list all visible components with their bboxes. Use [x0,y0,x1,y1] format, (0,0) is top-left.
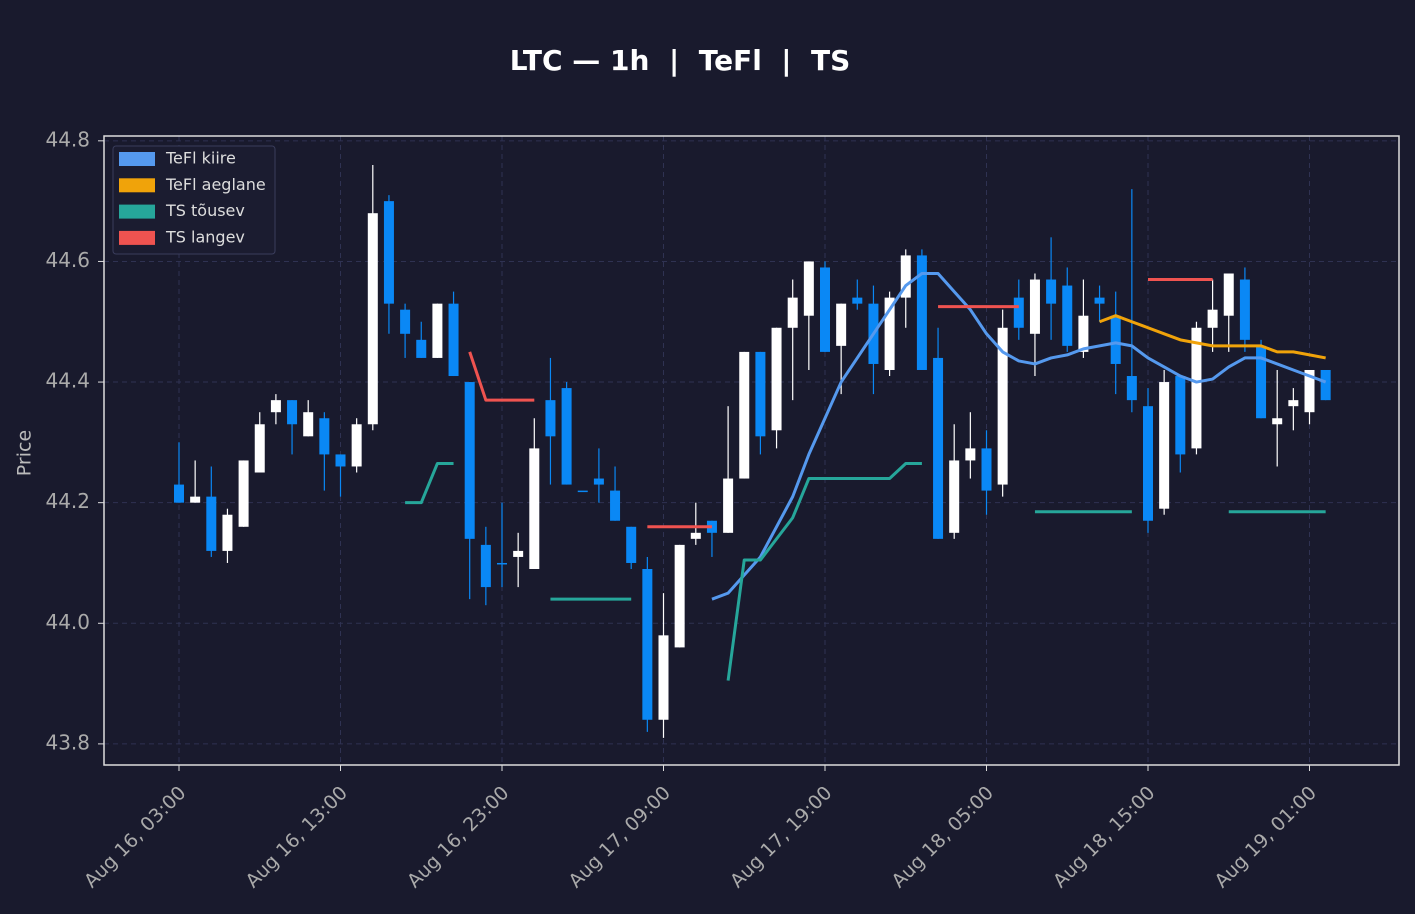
y-tick-label: 44.8 [45,127,90,151]
overlay-line [711,272,1327,601]
candle-body [287,400,298,425]
candle-body [626,526,637,563]
candle-body [723,478,734,533]
candle-body [836,303,847,346]
candle-body [529,448,540,570]
candle-body [577,490,588,493]
candle-body [1078,315,1089,352]
candle-body [610,490,621,521]
candle-body [803,261,814,316]
candle-body [884,297,895,370]
candle-body [1013,297,1024,328]
candle-body [190,496,201,503]
candle-body [1256,345,1267,419]
candle-body [755,351,766,437]
y-tick-label: 44.6 [45,248,90,272]
overlay-line [1099,314,1326,360]
candle-body [1062,285,1073,346]
candle-body [1175,376,1186,455]
legend-swatch [119,152,155,166]
candle-body [513,550,524,557]
candle-body [658,635,669,720]
candle-body [674,544,685,648]
candle-body [383,201,394,304]
candle-body [820,267,830,352]
candle-body [1272,418,1283,425]
candle-body [1094,297,1105,304]
y-tick-label: 44.0 [45,610,90,634]
candle-body [997,327,1008,485]
candle-body [965,448,976,461]
y-axis-label: Price [14,430,36,476]
candle-body [1159,382,1170,509]
overlay-line [405,461,1326,681]
candle-body [464,382,475,539]
legend: TeFl kiire TeFl aeglane TS tõusev TS langev [112,145,276,255]
candle-body [222,514,233,551]
candle-body [270,400,281,413]
plot-frame [103,135,1400,766]
candle-body [448,303,459,377]
candle-body [303,412,314,437]
candle-body [1143,406,1153,521]
candle-body [787,297,798,328]
chart-title: LTC — 1h | TeFl | TS [510,44,851,77]
candle-body [561,388,572,485]
candle-body [916,255,927,370]
candle-body [852,297,863,304]
candle-body [1239,279,1250,340]
y-tick-label: 44.2 [45,489,90,513]
candle-body [416,339,427,358]
legend-label: TS langev [165,227,245,246]
legend-label: TS tõusev [165,201,245,220]
candle-body [949,460,960,533]
candle-body [400,309,411,334]
y-tick-label: 44.4 [45,369,90,393]
candle-body [981,448,992,491]
legend-swatch [119,204,155,219]
candle-body [174,484,184,503]
y-tick-label: 43.8 [45,730,90,754]
candle-body [335,454,346,467]
legend-label: TeFl aeglane [165,175,266,194]
candle-body [1304,369,1315,413]
candle-body [1126,376,1137,401]
candle-body [545,400,556,437]
candle-body [351,424,362,467]
candle-body [1320,369,1331,401]
candle-body [593,478,604,485]
overlay-line [468,278,1213,529]
candle-body [497,562,507,565]
candle-body [480,544,491,588]
candle-body [254,424,265,473]
candle-body [432,303,443,358]
candle-body [933,357,944,539]
candle-body [319,418,330,455]
candle-body [739,351,750,479]
plot-layer [174,164,1331,738]
candle-body [1207,309,1218,328]
legend-label: TeFl kiire [165,149,236,168]
legend-box [112,145,276,255]
candle-body [1029,279,1040,334]
legend-swatch [119,178,155,193]
candle-body [206,496,217,551]
candle-body [1288,400,1299,407]
candle-body [1223,273,1234,316]
candle-body [1110,315,1121,364]
legend-swatch [119,230,155,245]
candle-body [1046,279,1057,304]
candle-body [690,532,701,539]
candle-body [642,569,653,720]
candle-body [367,213,378,425]
candle-body [238,460,249,527]
candle-body [771,327,782,431]
candle-body [900,255,911,298]
candle-body [1191,327,1202,449]
